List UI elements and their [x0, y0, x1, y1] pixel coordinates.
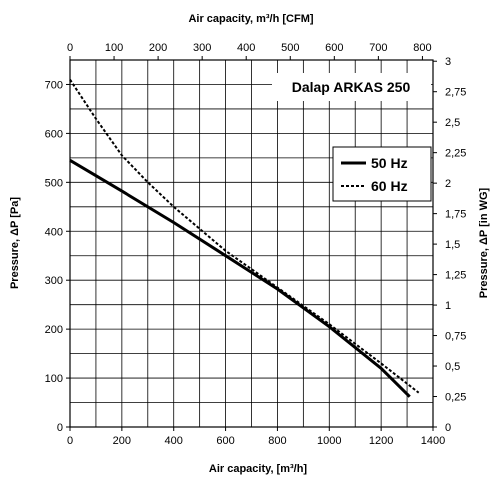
x2-tick-label: 0	[67, 42, 73, 54]
series-line-60hz	[69, 79, 420, 394]
y-axis-left: 0 100 200 300 400 500 600 700	[45, 79, 70, 434]
x-axis-bottom: 0 200 400 600 800 1000 1200 1400	[67, 427, 445, 447]
y2-tick-label: 2	[445, 178, 451, 190]
y-tick-label: 700	[45, 79, 63, 91]
y2-tick-label: 2,75	[445, 87, 466, 99]
y-tick-label: 600	[45, 128, 63, 140]
x-tick-label: 800	[268, 435, 286, 447]
y2-tick-label: 1	[445, 300, 451, 312]
x-tick-label: 1400	[421, 435, 445, 447]
x-tick-label: 0	[67, 435, 73, 447]
x-tick-label: 600	[216, 435, 234, 447]
y2-tick-label: 1,5	[445, 239, 460, 251]
x2-tick-label: 300	[193, 42, 211, 54]
grid-vertical	[95, 60, 408, 427]
y2-tick-label: 0,5	[445, 361, 460, 373]
title-box	[272, 73, 431, 101]
grid-horizontal	[70, 84, 433, 403]
x-tick-label: 1200	[369, 435, 393, 447]
y-tick-label: 500	[45, 177, 63, 189]
y2-tick-label: 1,25	[445, 270, 466, 282]
x2-tick-label: 800	[413, 42, 431, 54]
x2-tick-label: 400	[237, 42, 255, 54]
x-tick-label: 200	[113, 435, 131, 447]
y-tick-label: 300	[45, 275, 63, 287]
series-line-50hz	[69, 159, 411, 398]
y2-tick-label: 0,25	[445, 392, 466, 404]
y2-tick-label: 2,5	[445, 117, 460, 129]
y2-tick-label: 0	[445, 422, 451, 434]
y-axis-right: 0 0,25 0,5 0,75 1 1,25 1,5 1,75 2 2,25 2,5 2,75 3	[433, 56, 466, 434]
y-axis-title: Pressure, ΔP [Pa]	[9, 197, 21, 289]
y-tick-label: 0	[57, 422, 63, 434]
series-layer	[69, 79, 420, 398]
x-axis-title: Air capacity, [m³/h]	[209, 463, 308, 475]
y2-tick-label: 0,75	[445, 331, 466, 343]
legend-label-60hz: 60 Hz	[371, 178, 408, 194]
x-axis-top: 0 100 200 300 400 500 600 700 800	[67, 42, 432, 60]
chart-title: Dalap ARKAS 250	[292, 79, 411, 95]
x2-tick-label: 600	[325, 42, 343, 54]
x2-axis-title: Air capacity, m³/h [CFM]	[188, 13, 313, 25]
x2-tick-label: 500	[281, 42, 299, 54]
x2-tick-label: 100	[105, 42, 123, 54]
y-tick-label: 100	[45, 373, 63, 385]
x-tick-label: 400	[165, 435, 183, 447]
y-tick-label: 400	[45, 226, 63, 238]
legend-box	[332, 146, 432, 202]
x2-tick-label: 700	[369, 42, 387, 54]
plot-frame	[69, 59, 434, 428]
legend-label-50hz: 50 Hz	[371, 155, 408, 171]
x2-tick-label: 200	[149, 42, 167, 54]
y2-tick-label: 1,75	[445, 209, 466, 221]
y2-tick-label: 2,25	[445, 148, 466, 160]
x-tick-label: 1000	[317, 435, 341, 447]
y2-axis-title: Pressure, ΔP [in WG]	[478, 187, 490, 298]
y-tick-label: 200	[45, 324, 63, 336]
y2-tick-label: 3	[445, 56, 451, 68]
